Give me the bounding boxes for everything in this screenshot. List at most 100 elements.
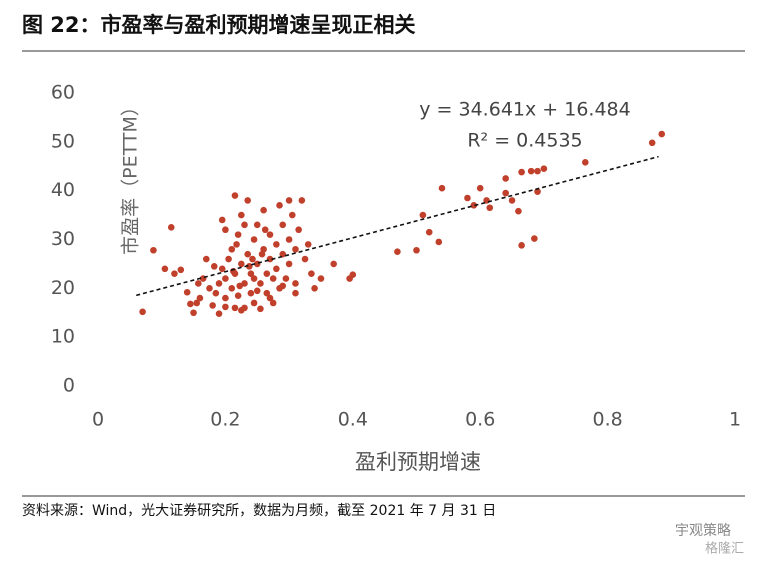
- point: [508, 197, 516, 204]
- point: [285, 260, 293, 268]
- point: [425, 228, 433, 236]
- point: [202, 255, 210, 263]
- point: [187, 300, 194, 308]
- point: [244, 197, 251, 204]
- y-tick-label: 10: [51, 326, 75, 348]
- point: [183, 288, 191, 296]
- point: [279, 250, 287, 258]
- point: [245, 263, 253, 270]
- r-squared: R² = 0.4535: [467, 130, 582, 152]
- point: [263, 289, 271, 297]
- point: [266, 231, 274, 238]
- point: [258, 250, 266, 258]
- point: [502, 175, 509, 182]
- point: [236, 282, 244, 290]
- point: [253, 221, 261, 229]
- point: [171, 270, 178, 277]
- point: [476, 184, 484, 192]
- point: [304, 241, 312, 248]
- point: [215, 280, 223, 287]
- point: [210, 263, 218, 270]
- watermark: 宇观策略: [675, 522, 731, 539]
- x-tick-label: 0.4: [338, 409, 368, 431]
- point: [317, 275, 325, 282]
- point: [330, 260, 337, 268]
- point: [249, 255, 256, 263]
- point: [273, 265, 280, 273]
- point: [413, 246, 420, 254]
- point: [161, 265, 169, 273]
- x-tick-label: 0.6: [465, 409, 495, 431]
- point: [222, 303, 229, 311]
- point: [193, 299, 201, 307]
- x-tick-label: 1: [729, 409, 741, 431]
- y-tick-label: 40: [51, 179, 75, 201]
- point: [515, 207, 522, 215]
- point: [279, 282, 287, 290]
- point: [253, 287, 261, 295]
- point: [298, 197, 306, 204]
- point: [266, 294, 274, 302]
- point: [292, 289, 299, 297]
- point: [540, 165, 548, 172]
- point: [648, 139, 656, 147]
- point: [285, 236, 293, 243]
- point: [273, 241, 280, 248]
- point: [658, 130, 666, 138]
- point: [582, 159, 589, 166]
- point: [419, 211, 427, 219]
- y-tick-label: 30: [51, 228, 75, 250]
- point: [247, 270, 255, 277]
- point: [531, 235, 538, 242]
- point: [250, 275, 258, 282]
- point: [288, 211, 296, 219]
- point: [261, 226, 269, 234]
- point: [238, 260, 245, 268]
- y-tick-label: 20: [51, 277, 75, 299]
- point: [212, 289, 220, 297]
- y-axis-label: 市盈率（PETTM）: [120, 97, 142, 255]
- point: [234, 231, 242, 238]
- point: [257, 280, 264, 287]
- point: [222, 294, 229, 302]
- point: [231, 304, 239, 312]
- point: [250, 236, 258, 243]
- point: [308, 270, 315, 277]
- y-tick-label: 0: [63, 375, 75, 397]
- point: [238, 211, 245, 219]
- x-tick-label: 0.2: [210, 409, 240, 431]
- point: [263, 270, 271, 277]
- chart-title: 图 22：市盈率与盈利预期增速呈现正相关: [22, 13, 416, 37]
- point: [394, 248, 401, 256]
- point: [527, 167, 535, 175]
- point: [225, 255, 232, 263]
- point: [269, 299, 277, 307]
- point: [285, 197, 293, 204]
- point: [282, 275, 290, 282]
- point: [260, 206, 267, 214]
- y-tick-label: 50: [51, 130, 75, 152]
- point: [222, 275, 229, 282]
- point: [435, 238, 443, 246]
- trendline: [136, 155, 659, 297]
- point: [295, 226, 302, 234]
- point: [301, 255, 309, 263]
- point: [438, 184, 446, 192]
- point: [276, 202, 283, 209]
- point: [233, 241, 240, 248]
- source: 资料来源：Wind，光大证券研究所，数据为月频，截至 2021 年 7 月 31…: [22, 503, 496, 519]
- point: [518, 168, 525, 176]
- equation: y = 34.641x + 16.484: [419, 99, 630, 121]
- point: [534, 167, 541, 175]
- point: [470, 202, 478, 209]
- point: [177, 266, 185, 274]
- point: [215, 310, 223, 318]
- point: [250, 299, 258, 307]
- point: [486, 204, 494, 212]
- point: [206, 285, 213, 292]
- point: [231, 192, 239, 199]
- point: [502, 189, 509, 197]
- point: [218, 265, 226, 273]
- point: [228, 245, 236, 253]
